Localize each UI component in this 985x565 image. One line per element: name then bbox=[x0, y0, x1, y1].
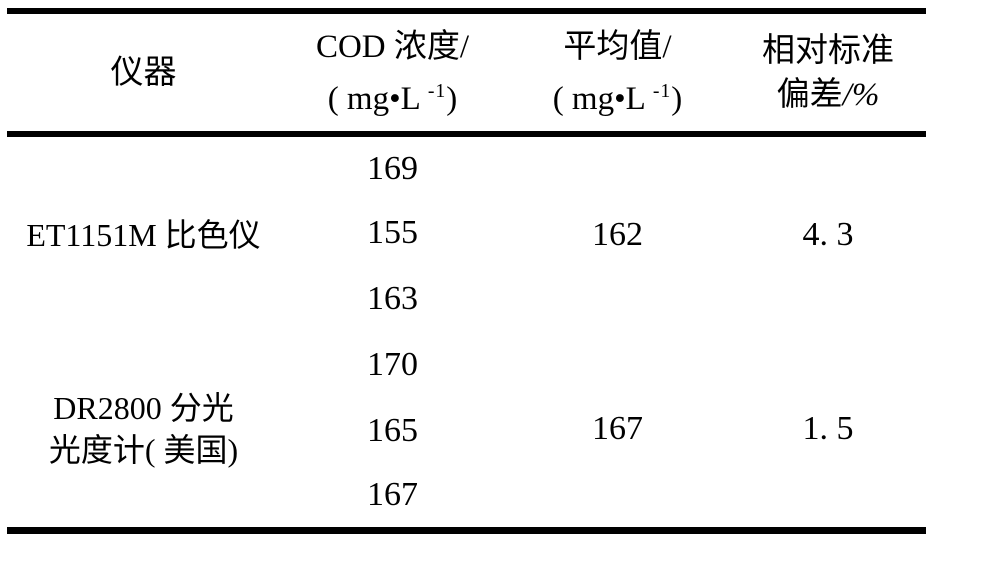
table-header: 仪器 COD 浓度/ ( mg•L -1) 平均值/ ( mg•L -1) 相对标准… bbox=[7, 11, 926, 134]
table-row: 163 bbox=[7, 266, 926, 332]
average-value-cell: 162 bbox=[592, 215, 643, 253]
instrument-cell-dr2800: DR2800 分光 光度计( 美国) bbox=[7, 332, 280, 530]
cod-value-cell: 155 bbox=[367, 214, 418, 251]
header-cell-instrument: 仪器 bbox=[7, 11, 280, 134]
header-instrument-label: 仪器 bbox=[110, 54, 177, 91]
instrument-cell-et1151m: ET1151M 比色仪 bbox=[7, 134, 280, 332]
header-average-unit: ( mg•L -1) bbox=[552, 79, 683, 117]
instrument-label: 光度计( 美国) bbox=[48, 432, 239, 469]
average-value-cell: 167 bbox=[592, 410, 643, 448]
rsd-percent-unit: /% bbox=[842, 76, 880, 113]
cod-value-cell: 170 bbox=[367, 346, 418, 383]
header-rsd-label-line2: 偏差/% bbox=[776, 76, 880, 113]
table-row: 155 bbox=[7, 200, 926, 266]
rsd-value-cell: 4. 3 bbox=[802, 215, 854, 253]
table-row: 167 bbox=[7, 464, 926, 530]
header-average-label: 平均值/ bbox=[563, 28, 672, 65]
table-body: ET1151M 比色仪 169 162 4. 3 155 163 DR2800 … bbox=[7, 134, 926, 530]
superscript-minus-one: -1 bbox=[652, 79, 672, 102]
cod-value-cell: 163 bbox=[367, 280, 418, 317]
cod-value-cell: 169 bbox=[367, 149, 418, 187]
table-row: 165 bbox=[7, 398, 926, 464]
header-rsd-label-line1: 相对标准 bbox=[762, 32, 894, 69]
cod-value-cell: 165 bbox=[367, 412, 418, 449]
cod-value-cell: 167 bbox=[367, 476, 418, 514]
header-cell-cod: COD 浓度/ ( mg•L -1) bbox=[280, 11, 505, 134]
header-cod-unit: ( mg•L -1) bbox=[327, 79, 458, 117]
rsd-value-cell: 1. 5 bbox=[802, 410, 854, 448]
superscript-minus-one: -1 bbox=[427, 79, 447, 102]
header-cell-rsd: 相对标准 偏差/% bbox=[730, 11, 926, 134]
instrument-label: ET1151M 比色仪 bbox=[26, 216, 261, 253]
table-row: DR2800 分光 光度计( 美国) 170 167 1. 5 bbox=[7, 332, 926, 468]
cod-comparison-table: 仪器 COD 浓度/ ( mg•L -1) 平均值/ ( mg•L -1) 相对标准… bbox=[7, 8, 926, 534]
header-row: 仪器 COD 浓度/ ( mg•L -1) 平均值/ ( mg•L -1) 相对标准… bbox=[7, 11, 926, 134]
header-cod-label: COD 浓度/ bbox=[315, 28, 470, 65]
header-cell-average: 平均值/ ( mg•L -1) bbox=[505, 11, 730, 134]
table-row: ET1151M 比色仪 169 162 4. 3 bbox=[7, 134, 926, 253]
instrument-label: DR2800 分光 bbox=[53, 390, 234, 427]
